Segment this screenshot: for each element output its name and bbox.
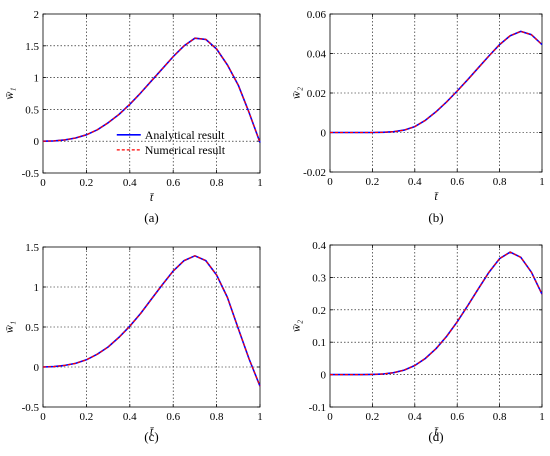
y-tick-label: 1: [34, 73, 40, 85]
y-tick-label: 0.5: [25, 104, 39, 116]
x-tick-label: 0.6: [166, 177, 180, 189]
x-tick-label: 0.2: [366, 176, 380, 188]
y-tick-label: 0.5: [25, 322, 39, 334]
x-tick-label: 1: [257, 177, 263, 189]
y-tick-label: 0.02: [307, 88, 326, 100]
plot-frame: [329, 244, 543, 408]
y-tick-label: 0: [34, 362, 40, 374]
x-tick-label: 1: [257, 411, 263, 423]
x-axis-label: t̄: [150, 424, 154, 438]
x-axis-label: t̄: [434, 424, 438, 438]
y-tick-label: 1.5: [25, 242, 39, 254]
y-tick-label: 0.04: [307, 49, 327, 61]
x-tick-label: 0.4: [408, 411, 422, 423]
y-tick-label: -0.1: [309, 402, 326, 414]
x-tick-label: 0.8: [493, 411, 507, 423]
y-tick-label: -0.5: [22, 402, 40, 414]
x-tick-label: 0.2: [366, 411, 380, 423]
panel-caption: (c): [144, 429, 158, 444]
x-tick-label: 0.4: [123, 411, 137, 423]
series-line-analytical: [42, 255, 261, 387]
x-axis-label: t̄: [150, 190, 154, 204]
x-tick-label: 0.2: [80, 177, 94, 189]
y-tick-label: 0.3: [312, 272, 326, 284]
y-tick-label: -0.02: [303, 167, 326, 179]
x-tick-label: 1: [539, 411, 545, 423]
panel-caption: (d): [428, 429, 443, 444]
x-axis-label: t̄: [434, 189, 438, 203]
series-line-numerical: [42, 255, 261, 387]
y-axis-label: w̄₁: [2, 321, 16, 333]
series-line-analytical: [330, 30, 543, 134]
y-tick-label: -0.5: [22, 168, 40, 180]
legend-label: Analytical result: [145, 128, 225, 142]
panel-d: 0 0.2 0.4 0.6 0.8 1-0.100.10.20.30.4t̄w̄₂(d): [289, 240, 545, 444]
y-tick-label: 0: [321, 370, 327, 382]
y-tick-label: 0.4: [312, 240, 326, 252]
x-tick-label: 0.4: [123, 177, 137, 189]
panel-caption: (a): [144, 210, 158, 225]
series-line-numerical: [42, 37, 261, 143]
y-axis-label: w̄₂: [289, 320, 303, 332]
x-tick-label: 0.6: [450, 176, 464, 188]
x-tick-label: 0: [327, 176, 333, 188]
y-tick-label: 0.1: [312, 337, 326, 349]
plot-frame: [42, 13, 261, 174]
panel-a: 0 0.2 0.4 0.6 0.8 1-0.500.511.52t̄w̄₁Analytic…: [2, 9, 263, 225]
x-tick-label: 0.8: [210, 177, 224, 189]
x-tick-label: 0: [327, 411, 333, 423]
x-tick-label: 1: [539, 176, 545, 188]
y-axis-label: w̄₁: [2, 87, 16, 99]
series-line-numerical: [330, 251, 543, 376]
y-tick-label: 1.5: [25, 41, 39, 53]
x-tick-label: 0: [40, 177, 46, 189]
panel-c: 0 0.2 0.4 0.6 0.8 1-0.500.511.5t̄w̄₁(c): [2, 242, 263, 444]
series-line-analytical: [330, 251, 543, 376]
y-tick-label: 0: [321, 128, 327, 140]
panel-caption: (b): [428, 210, 443, 225]
y-tick-label: 0: [34, 136, 40, 148]
y-tick-label: 0.06: [307, 9, 327, 21]
series-line-numerical: [330, 30, 543, 134]
x-tick-label: 0: [40, 411, 46, 423]
y-tick-label: 1: [34, 282, 40, 294]
y-axis-label: w̄₂: [289, 87, 303, 99]
x-tick-label: 0.8: [210, 411, 224, 423]
legend-label: Numerical result: [145, 143, 226, 157]
x-tick-label: 0.4: [408, 176, 422, 188]
x-tick-label: 0.2: [80, 411, 94, 423]
y-tick-label: 2: [34, 9, 40, 21]
x-tick-label: 0.8: [493, 176, 507, 188]
y-tick-label: 0.2: [312, 305, 326, 317]
x-tick-label: 0.6: [166, 411, 180, 423]
x-tick-label: 0.6: [450, 411, 464, 423]
